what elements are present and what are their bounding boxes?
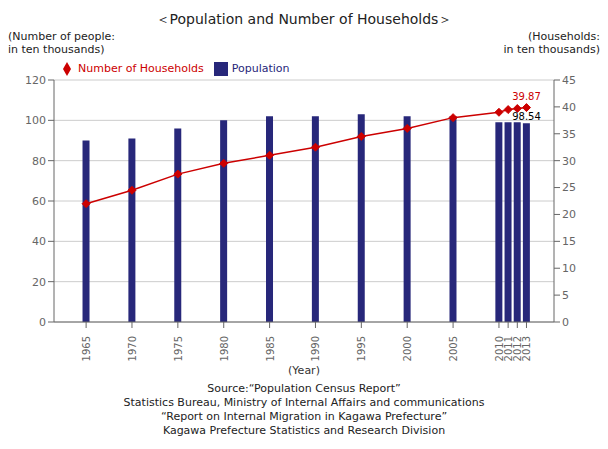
html-text:Source:“Population Census Repo: Source:“Population Census Report” xyxy=(207,382,401,395)
svg-text:40: 40 xyxy=(32,235,46,248)
svg-text:1985: 1985 xyxy=(265,336,276,361)
svg-text:1965: 1965 xyxy=(81,336,92,361)
svg-text:1995: 1995 xyxy=(356,336,367,361)
svg-text:1990: 1990 xyxy=(310,336,321,361)
svg-text:120: 120 xyxy=(25,74,46,87)
svg-text:5: 5 xyxy=(562,289,569,302)
svg-text:60: 60 xyxy=(32,195,46,208)
svg-text:1980: 1980 xyxy=(219,336,230,361)
html-text:in ten thousands): in ten thousands) xyxy=(8,43,105,56)
svg-text:100: 100 xyxy=(25,114,46,127)
html-text:＜Population and Number of Hous: ＜Population and Number of Households＞ xyxy=(155,11,453,27)
html-text:Number of Households: Number of Households xyxy=(78,62,204,75)
svg-text:2000: 2000 xyxy=(402,336,413,361)
svg-text:45: 45 xyxy=(562,74,576,87)
svg-text:39.87: 39.87 xyxy=(512,91,541,102)
svg-text:20: 20 xyxy=(32,276,46,289)
svg-text:0: 0 xyxy=(562,316,569,329)
svg-text:20: 20 xyxy=(562,208,576,221)
html-text:Population: Population xyxy=(231,62,290,75)
html-text:Statistics Bureau, Ministry of: Statistics Bureau, Ministry of Internal … xyxy=(123,396,485,409)
svg-text:1975: 1975 xyxy=(173,336,184,361)
svg-text:2013: 2013 xyxy=(521,336,532,361)
svg-text:30: 30 xyxy=(562,155,576,168)
svg-text:15: 15 xyxy=(562,235,576,248)
svg-text:1970: 1970 xyxy=(127,336,138,361)
svg-text:2012: 2012 xyxy=(512,336,524,362)
svg-text:(Year): (Year) xyxy=(288,364,320,377)
svg-text:40: 40 xyxy=(562,101,576,114)
html-text:in ten thousands): in ten thousands) xyxy=(503,43,600,56)
svg-text:2005: 2005 xyxy=(448,336,459,361)
svg-text:98.54: 98.54 xyxy=(512,111,541,122)
svg-text:2011: 2011 xyxy=(503,336,515,362)
svg-text:25: 25 xyxy=(562,181,576,194)
svg-text:0: 0 xyxy=(39,316,46,329)
svg-text:2010: 2010 xyxy=(494,336,505,362)
svg-text:10: 10 xyxy=(562,262,576,275)
html-text:(Households:: (Households: xyxy=(528,30,600,43)
html-text:“Report on Internal Migration: “Report on Internal Migration in Kagawa … xyxy=(160,410,448,423)
svg-text:80: 80 xyxy=(32,155,46,168)
html-text:(Number of people:: (Number of people: xyxy=(8,30,116,43)
html-text:Kagawa Prefecture Statistics a: Kagawa Prefecture Statistics and Researc… xyxy=(162,424,446,437)
svg-text:35: 35 xyxy=(562,128,576,141)
